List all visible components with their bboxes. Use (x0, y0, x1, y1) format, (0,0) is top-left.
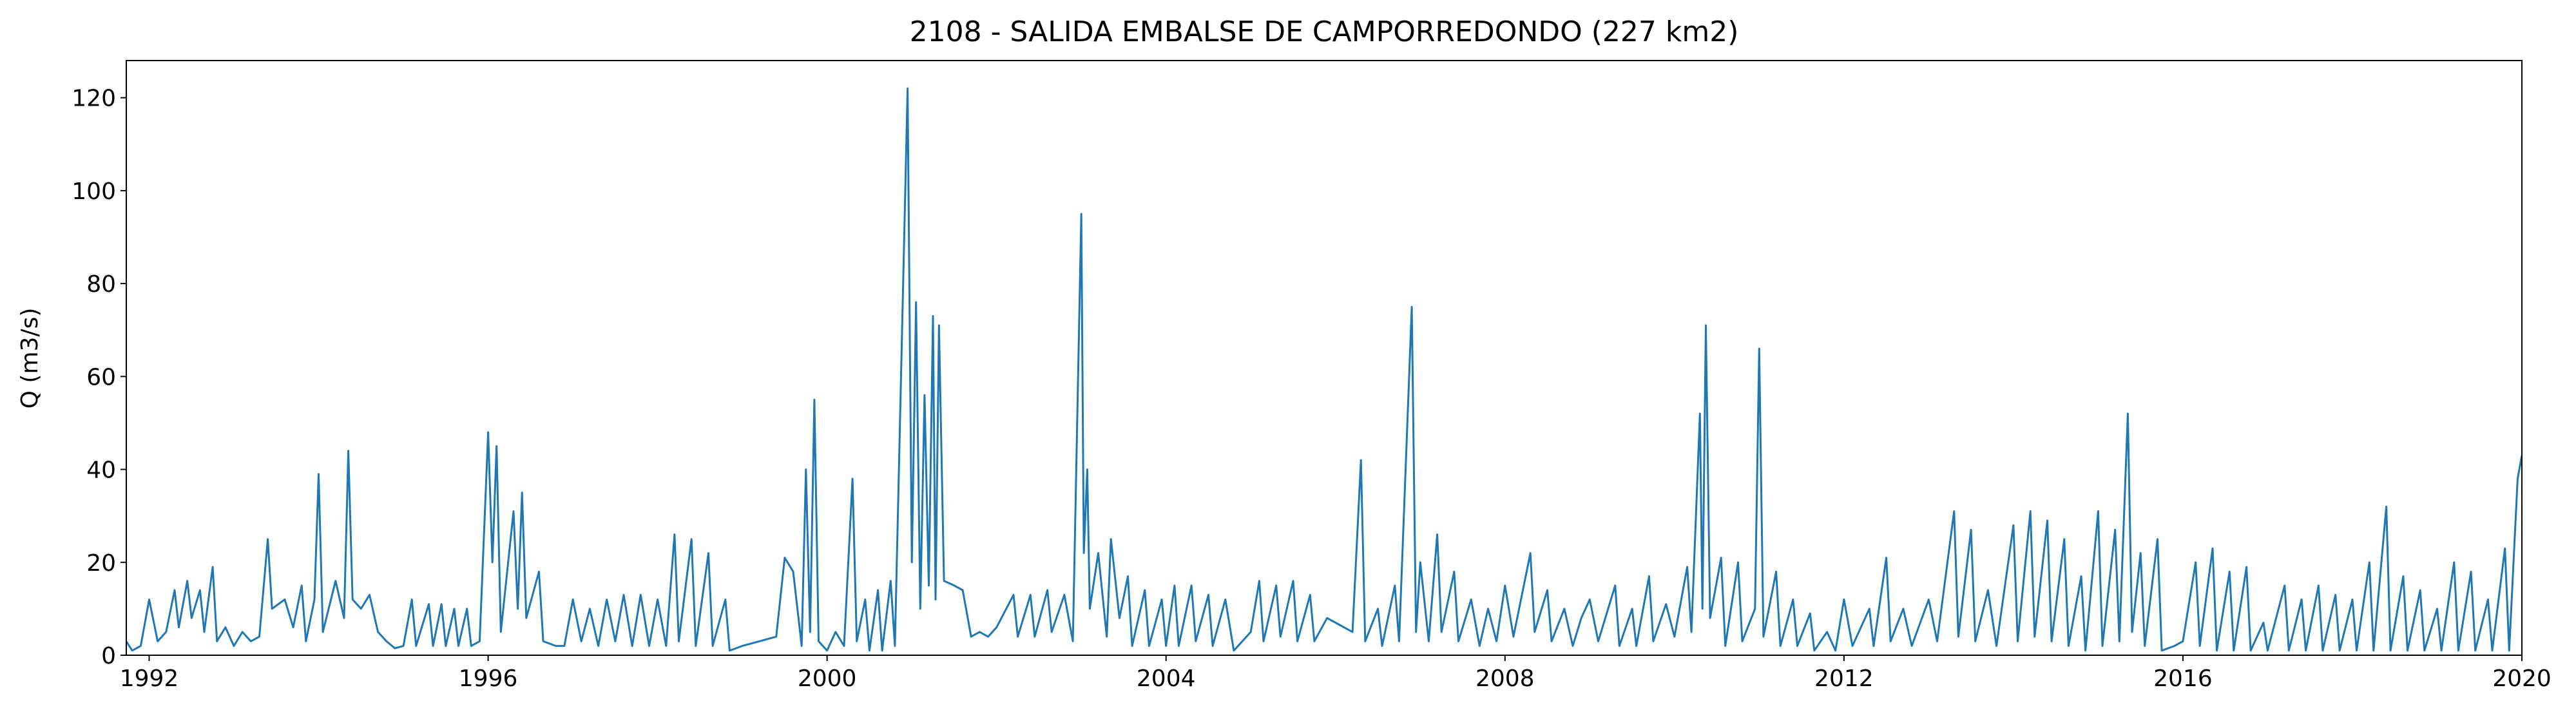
x-tick-label: 2012 (1814, 666, 1874, 692)
x-tick-label: 2008 (1475, 666, 1535, 692)
x-tick-label: 2004 (1137, 666, 1196, 692)
chart-title: 2108 - SALIDA EMBALSE DE CAMPORREDONDO (… (910, 15, 1739, 48)
y-tick-label: 0 (101, 643, 116, 669)
y-tick-label: 60 (86, 364, 116, 390)
y-tick-label: 80 (86, 271, 116, 298)
x-tick-label: 1996 (459, 666, 518, 692)
y-tick-label: 100 (72, 178, 116, 205)
y-tick-label: 40 (86, 457, 116, 484)
y-tick-label: 120 (72, 86, 116, 112)
x-tick-label: 1992 (120, 666, 179, 692)
x-tick-label: 2000 (798, 666, 857, 692)
x-tick-label: 2020 (2492, 666, 2552, 692)
x-tick-label: 2016 (2153, 666, 2213, 692)
plot-frame (126, 60, 2523, 656)
y-tick-label: 20 (86, 550, 116, 577)
data-line (126, 87, 2522, 652)
y-axis-label: Q (m3/s) (17, 308, 43, 409)
